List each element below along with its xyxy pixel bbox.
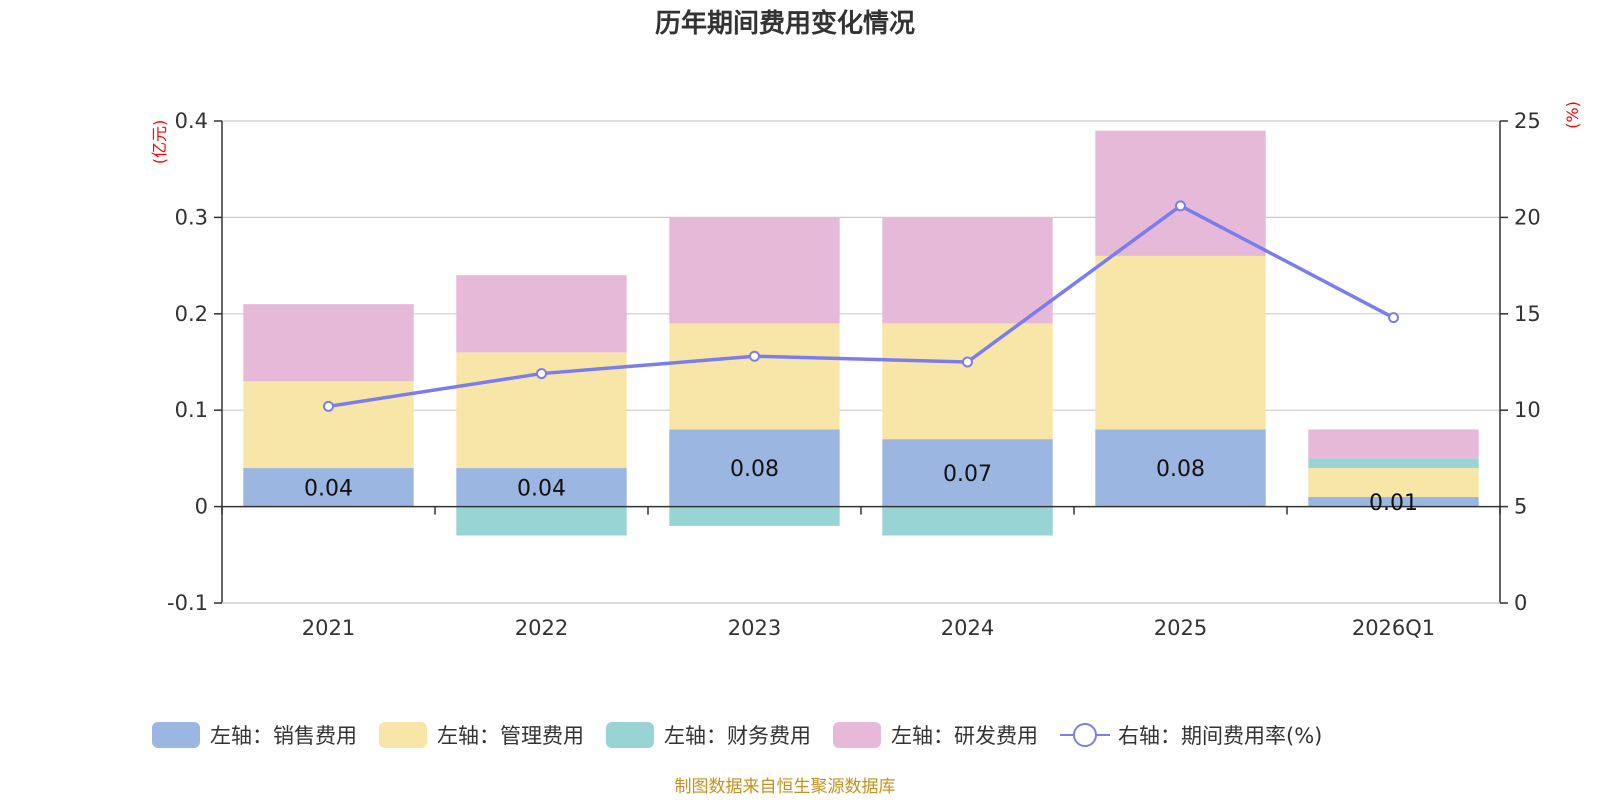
legend-label: 左轴：管理费用 [437,724,584,748]
legend: 左轴：销售费用 左轴：管理费用 左轴：财务费用 左轴：研发费用 右轴：期间费用率(%) [152,722,1322,748]
bar-segment-series-3 [243,304,414,382]
legend-swatch-series-2 [606,722,654,748]
bar-series [243,130,1479,536]
legend-label: 左轴：销售费用 [210,724,357,748]
data-label: 0.04 [304,476,353,501]
right-axis-tick-label: 25 [1514,109,1541,133]
data-label: 0.07 [943,462,992,487]
rate-line-point [536,368,547,380]
rate-line [328,203,1395,409]
bar-segment-series-0 [1308,496,1479,507]
bar-segment-series-0 [882,439,1053,507]
left-axis-tick-label: 0.2 [175,302,208,326]
bar-segment-series-1 [669,323,840,430]
left-axis-unit: (亿元) [150,120,169,165]
bar-segment-series-2 [669,506,840,526]
bar-segment-series-2 [456,506,627,536]
bar-segment-series-3 [669,217,840,324]
right-axis-tick-label: 10 [1514,398,1541,422]
legend-swatch-marker [1073,723,1097,747]
source-note: 制图数据来自恒生聚源数据库 [675,777,896,797]
right-axis-tick-label: 5 [1514,495,1527,519]
bar-segment-series-0 [243,468,414,507]
chart-title: 历年期间费用变化情况 [655,8,915,39]
right-axis-tick-label: 15 [1514,302,1541,326]
x-axis-tick-label: 2023 [728,616,781,640]
bar-segment-series-1 [243,381,414,469]
data-label: 0.01 [1369,491,1418,516]
legend-swatch-series-3 [833,722,881,748]
x-axis-tick-label: 2024 [941,616,994,640]
legend-swatch-series-1 [379,722,427,748]
bar-segment-series-0 [669,429,840,507]
left-axis-tick-label: 0 [195,495,208,519]
rate-line-point [1175,200,1186,212]
legend-label: 左轴：财务费用 [664,724,811,748]
right-axis-tick-label: 0 [1514,591,1527,615]
x-axis-tick-label: 2022 [515,616,568,640]
x-axis-tick-label: 2026Q1 [1352,616,1435,640]
bar-segment-series-2 [882,506,1053,536]
bar-segment-series-1 [1095,255,1266,430]
data-label: 0.04 [517,476,566,501]
rate-line-point [323,400,334,412]
left-axis-tick-label: -0.1 [167,591,208,615]
rate-line-point [962,356,973,368]
bar-segment-series-1 [882,323,1053,440]
bar-segment-series-1 [1308,468,1479,497]
data-labels: 0.04 0.04 0.08 0.07 0.08 0.01 [304,457,1418,516]
legend-swatch-series-0 [152,722,200,748]
left-axis-tick-label: 0.1 [175,398,208,422]
data-label: 0.08 [1156,457,1205,482]
right-axis-tick-label: 20 [1514,205,1541,229]
bar-segment-series-3 [456,275,627,353]
legend-label: 右轴：期间费用率(%) [1118,724,1322,748]
legend-label: 左轴：研发费用 [891,724,1038,748]
right-axis-unit: (%) [1563,101,1582,129]
bar-segment-series-3 [1308,429,1479,459]
data-label: 0.08 [730,457,779,482]
bar-segment-series-0 [456,468,627,507]
x-axis-tick-label: 2021 [302,616,355,640]
bar-segment-series-3 [882,217,1053,324]
left-axis-tick-label: 0.3 [175,205,208,229]
rate-line-point [749,350,760,362]
rate-line-series [323,200,1399,412]
x-axis-tick-label: 2025 [1154,616,1207,640]
left-axis-tick-label: 0.4 [175,109,208,133]
bar-segment-series-2 [1308,458,1479,469]
rate-line-point [1388,312,1399,324]
bar-segment-series-0 [1095,429,1266,507]
